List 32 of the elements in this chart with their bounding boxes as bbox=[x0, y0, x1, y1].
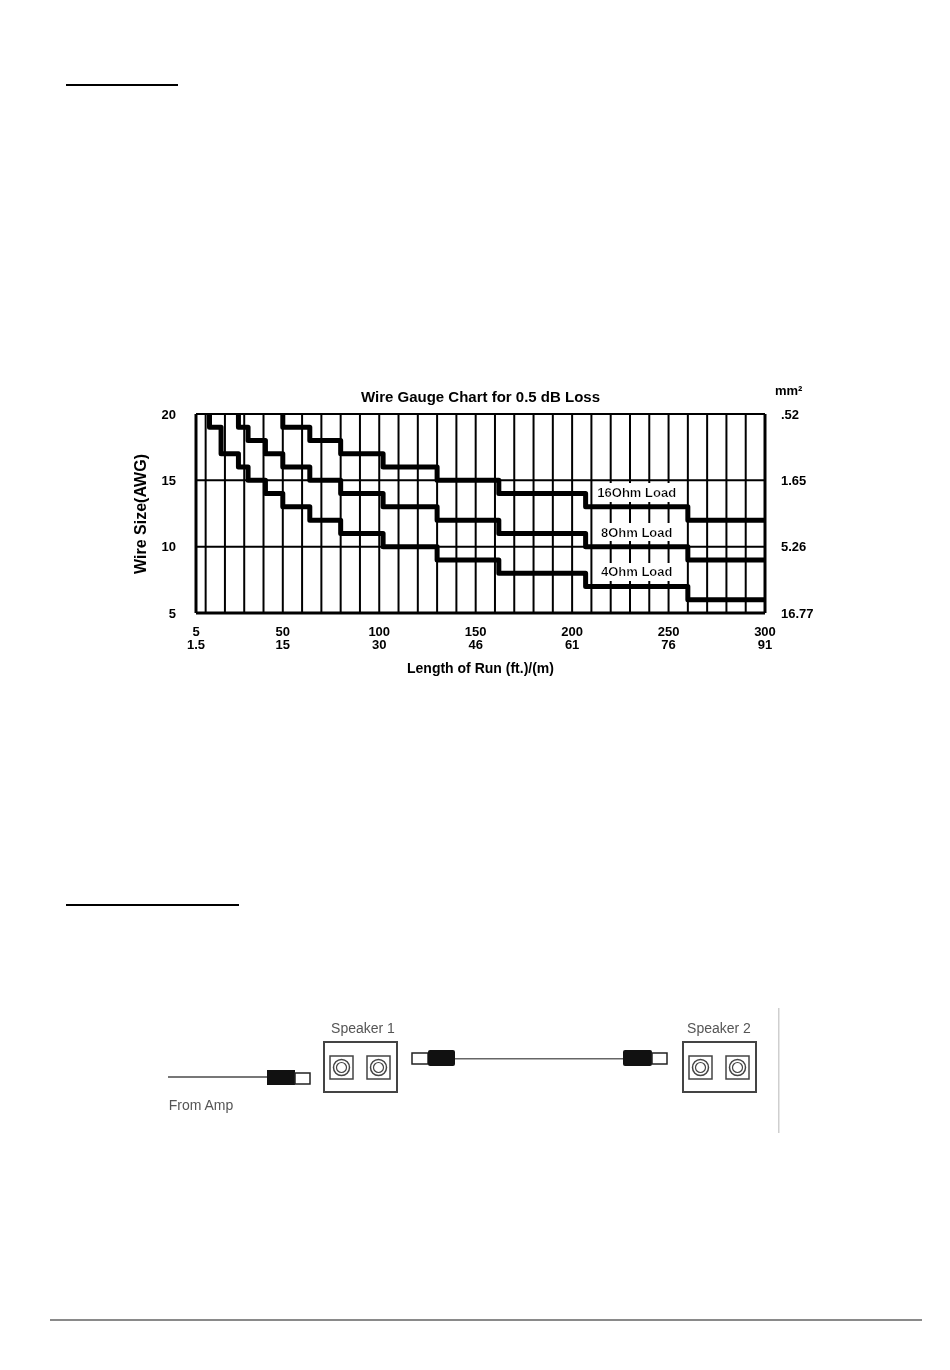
x-tick-label: 50 bbox=[275, 624, 291, 640]
x2-tick-label: 61 bbox=[564, 637, 580, 652]
series-label: 8Ohm Load bbox=[600, 524, 673, 540]
chart-title: Wire Gauge Chart for 0.5 dB Loss bbox=[359, 388, 602, 406]
x2-tick-label: 15 bbox=[275, 637, 291, 652]
x-axis-title: Length of Run (ft.)/(m) bbox=[406, 660, 555, 677]
x2-tick-label: 30 bbox=[372, 637, 387, 652]
y-tick-label: 15 bbox=[161, 472, 176, 488]
x2-tick-label: 76 bbox=[661, 637, 676, 652]
x2-tick-label: 46 bbox=[468, 637, 483, 652]
y-tick-label: 20 bbox=[161, 406, 176, 422]
y-tick-label: 5 bbox=[168, 605, 176, 621]
x2-tick-label: 1.5 bbox=[186, 637, 206, 652]
text: Speaker 2 bbox=[687, 1020, 752, 1036]
y2-tick-label: 16.77 bbox=[781, 605, 814, 621]
y2-tick-label: 5.26 bbox=[781, 539, 807, 555]
series-label: 4Ohm Load bbox=[600, 564, 673, 580]
x-tick-label: 300 bbox=[754, 624, 776, 640]
text: From Amp bbox=[168, 1097, 234, 1113]
x-tick-label: 100 bbox=[368, 624, 391, 640]
y2-tick-label: .52 bbox=[781, 406, 800, 422]
y2-tick-label: 1.65 bbox=[781, 472, 807, 488]
x-tick-label: 5 bbox=[192, 624, 200, 640]
y2-axis-title: mm² bbox=[775, 383, 803, 399]
y-axis-title: Wire Size(AWG) bbox=[131, 453, 150, 574]
x-tick-label: 150 bbox=[464, 624, 487, 640]
x2-tick-label: 91 bbox=[757, 637, 773, 652]
series-label: 16Ohm Load bbox=[597, 484, 677, 500]
text: Speaker 1 bbox=[331, 1020, 396, 1036]
x-tick-label: 200 bbox=[561, 624, 583, 640]
y-tick-label: 10 bbox=[161, 539, 176, 555]
x-tick-label: 250 bbox=[657, 624, 680, 640]
